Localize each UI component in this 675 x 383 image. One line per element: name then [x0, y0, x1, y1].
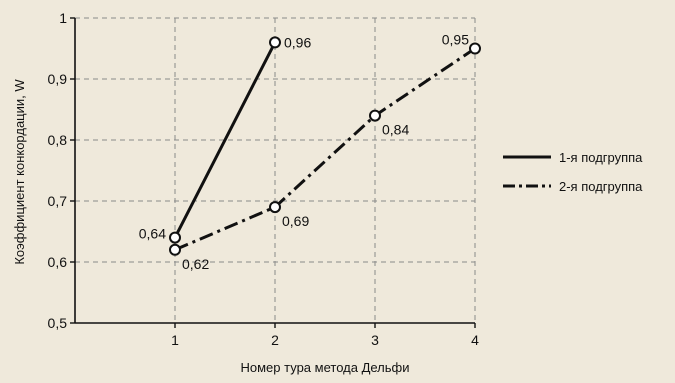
data-label: 0,69	[282, 213, 309, 229]
legend-label-1: 1-я подгруппа	[559, 150, 643, 165]
x-tick-label: 4	[471, 332, 479, 348]
data-point-marker	[469, 42, 481, 55]
y-tick-label: 0,5	[48, 315, 68, 331]
tick-labels: 0,5 0,6 0,7 0,8 0,9 1 1 2 3 4	[48, 10, 480, 348]
data-label: 0,84	[382, 122, 409, 138]
data-label: 0,64	[139, 226, 166, 242]
y-tick-label: 0,8	[48, 132, 68, 148]
x-tick-label: 2	[271, 332, 279, 348]
y-axis-title: Коэффициент конкордации, W	[12, 79, 27, 265]
series-lines	[169, 36, 481, 256]
data-point-marker	[169, 243, 181, 256]
data-labels: 0,64 0,96 0,62 0,69 0,84 0,95	[139, 32, 469, 272]
grid-lines	[75, 17, 476, 323]
data-point-marker	[369, 109, 381, 122]
x-axis-title: Номер тура метода Дельфи	[241, 360, 410, 375]
data-point-marker	[169, 231, 181, 244]
y-tick-label: 0,6	[48, 254, 68, 270]
legend-label-2: 2-я подгруппа	[559, 179, 643, 194]
legend: 1-я подгруппа 2-я подгруппа	[503, 150, 643, 194]
y-tick-label: 0,9	[48, 71, 68, 87]
series-line-2	[174, 47, 476, 252]
data-point-marker	[269, 201, 281, 214]
axes	[70, 17, 476, 328]
series-line-1	[173, 41, 277, 239]
y-tick-label: 0,7	[48, 193, 68, 209]
x-tick-label: 3	[371, 332, 379, 348]
x-tick-label: 1	[171, 332, 179, 348]
data-label: 0,96	[284, 34, 311, 50]
y-tick-label: 1	[59, 10, 67, 26]
data-label: 0,62	[182, 256, 209, 272]
data-point-marker	[269, 36, 281, 49]
data-label: 0,95	[442, 32, 469, 48]
